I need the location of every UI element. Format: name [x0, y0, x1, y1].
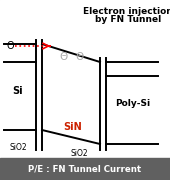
Bar [0, 0, 170, 158]
Text: by FN Tunnel: by FN Tunnel [95, 15, 161, 24]
Text: SiO2: SiO2 [9, 143, 27, 152]
Text: Θ: Θ [59, 52, 67, 62]
Text: Θ: Θ [75, 52, 83, 62]
Text: SiN: SiN [64, 122, 82, 132]
Text: SiO2: SiO2 [70, 148, 88, 158]
Text: Poly-Si: Poly-Si [115, 98, 151, 107]
Text: P/E : FN Tunnel Current: P/E : FN Tunnel Current [28, 165, 142, 174]
Bar [0, 158, 170, 180]
Text: Electron injection: Electron injection [83, 8, 170, 17]
Text: Θ: Θ [6, 41, 14, 51]
Text: Si: Si [13, 86, 23, 96]
